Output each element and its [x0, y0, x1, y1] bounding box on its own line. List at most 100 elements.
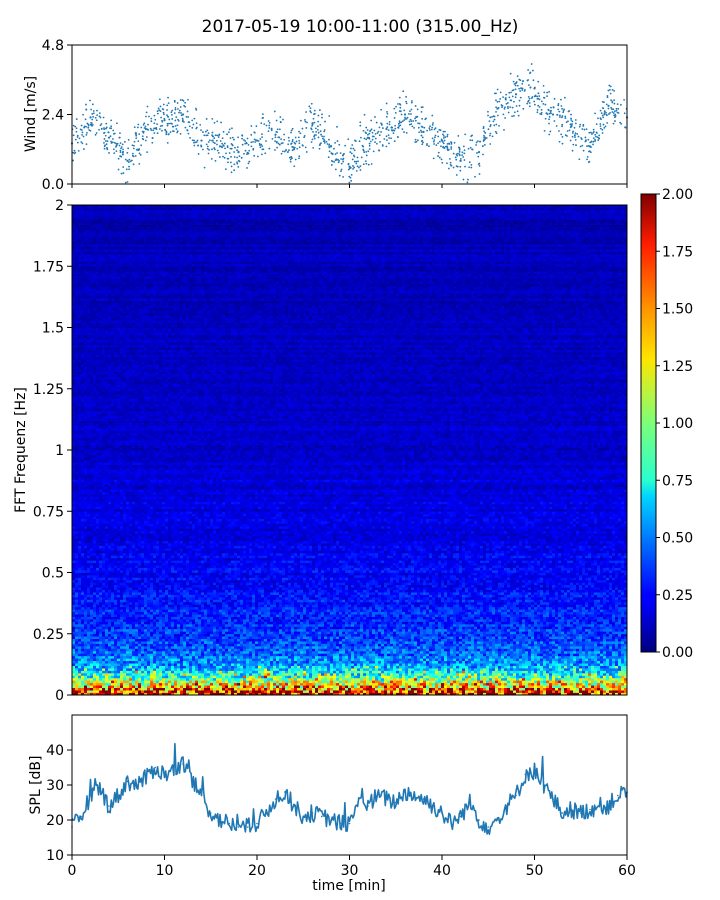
spectrogram-cell [369, 685, 373, 688]
spectrogram-cell [339, 670, 343, 674]
spectrogram-cell [285, 672, 289, 676]
wind-point [237, 166, 240, 168]
spectrogram-cell [390, 653, 394, 657]
spectrogram-cell [534, 680, 538, 684]
spectrogram-cell [225, 685, 229, 688]
spectrogram-cell [522, 677, 526, 681]
spectrogram-cell [423, 680, 427, 684]
wind-point [112, 129, 115, 132]
spectrogram-cell [600, 677, 604, 681]
spectrogram-cell [447, 690, 451, 693]
wind-point [574, 119, 577, 121]
spectrogram-cell [324, 685, 328, 688]
spectrogram-cell [426, 682, 430, 686]
spectrogram-cell [225, 690, 229, 693]
spectrogram-cell [210, 670, 214, 674]
spectrogram-cell [360, 650, 364, 654]
spectrogram-cell [261, 675, 265, 679]
spectrogram-cell [435, 665, 439, 669]
spectrogram-cell [384, 692, 388, 696]
spectrogram-cell [411, 692, 415, 696]
wind-point [589, 151, 592, 154]
spectrogram-cell [552, 677, 556, 681]
spectrogram-cell [516, 655, 520, 659]
wind-point [343, 152, 345, 155]
spectrogram-cell [477, 655, 481, 659]
spectrogram-cell [285, 685, 289, 688]
spectrogram-cell [426, 668, 430, 671]
spectrogram-cell [258, 668, 262, 671]
spectrogram-cell [426, 692, 430, 696]
wind-point [330, 144, 333, 147]
spectrogram-cell [348, 648, 352, 652]
wind-point [205, 143, 208, 146]
spectrogram-cell [408, 685, 412, 688]
spectrogram-cell [162, 685, 166, 688]
spectrogram-cell [621, 687, 625, 691]
wind-point [325, 140, 328, 143]
wind-point [102, 116, 105, 119]
spectrogram-cell [513, 675, 517, 679]
wind-point [386, 122, 389, 125]
spectrogram-cell [93, 665, 97, 669]
spectrogram-cell [123, 668, 127, 671]
spectrogram-cell [570, 675, 574, 679]
spectrogram-cell [555, 653, 559, 657]
wind-point [146, 105, 149, 108]
spectrogram-cell [93, 655, 97, 659]
spectrogram-cell [177, 690, 181, 693]
spectrogram-cell [450, 670, 454, 674]
spectrogram-cell [390, 665, 394, 669]
wind-point [533, 103, 536, 106]
wind-y-tick-label: 0.0 [42, 177, 64, 193]
spectrogram-cell [153, 685, 157, 688]
spectrogram-cell [600, 672, 604, 676]
spectrogram-cell [147, 663, 151, 666]
wind-point [310, 102, 313, 105]
spectrogram-cell [204, 668, 208, 671]
spectrogram-cell [615, 692, 619, 696]
spectrogram-cell [591, 658, 595, 662]
spectrogram-cell [480, 655, 484, 659]
spectrogram-cell [120, 663, 124, 666]
spectrogram-cell [255, 682, 259, 686]
spectrogram-cell [273, 650, 277, 654]
spectrogram-cell [321, 660, 325, 664]
spectrogram-cell [603, 682, 607, 686]
wind-point [527, 84, 530, 87]
spectrogram-cell [588, 677, 592, 681]
spectrogram-cell [150, 692, 154, 696]
spectrogram-cell [294, 680, 298, 684]
wind-point [244, 142, 247, 145]
spectrogram-cell [579, 687, 583, 691]
spectrogram-cell [285, 663, 289, 666]
wind-point [351, 158, 354, 161]
spectrogram-cell [408, 663, 412, 666]
spectrogram-cell [126, 646, 130, 649]
spectrogram-cell [294, 687, 298, 691]
spectrogram-cell [72, 690, 76, 693]
spectrogram-cell [186, 668, 190, 671]
spectrogram-cell [318, 660, 322, 664]
wind-point [230, 155, 232, 158]
spectrogram-cell [477, 685, 481, 688]
spectrogram-cell [612, 670, 616, 674]
wind-point [261, 148, 264, 151]
spectrogram-cell [600, 655, 604, 659]
spectrogram-cell [558, 675, 562, 679]
spectrogram-cell [558, 668, 562, 671]
spectrogram-cell [447, 682, 451, 686]
spectrogram-cell [315, 668, 319, 671]
wind-point [110, 142, 113, 144]
wind-point [553, 97, 556, 100]
spectrogram-cell [303, 655, 307, 659]
wind-point [161, 108, 164, 110]
spectrogram-cell [486, 682, 490, 686]
spectrogram-cell [159, 663, 163, 666]
spectrogram-cell [591, 668, 595, 671]
spectrogram-cell [540, 680, 544, 684]
spectrogram-cell [165, 650, 169, 654]
spectrogram-cell [600, 660, 604, 664]
spectrogram-cell [549, 687, 553, 691]
